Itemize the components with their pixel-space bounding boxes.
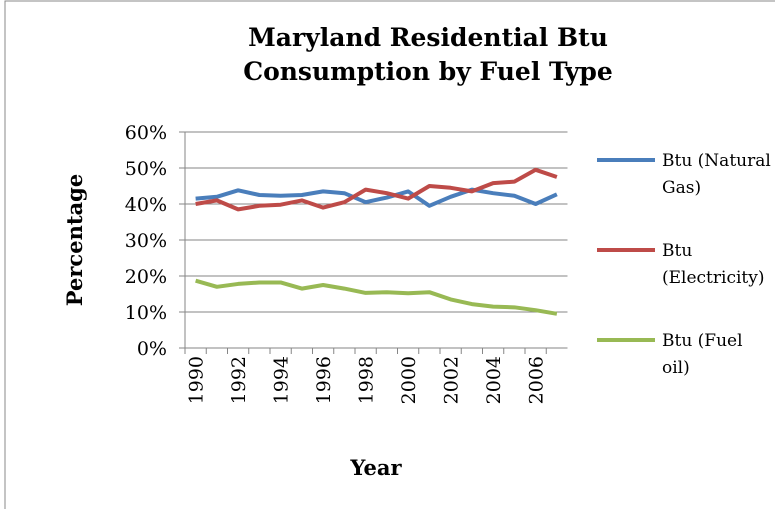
legend-label: Btu (Fuel oil) <box>662 331 743 378</box>
x-tick-label: 2002 <box>441 356 463 404</box>
x-tick-label: 1990 <box>186 356 208 404</box>
x-tick-label: 2006 <box>526 356 548 404</box>
y-tick-label: 50% <box>125 158 167 180</box>
x-tick-label: 2004 <box>483 356 505 404</box>
y-tick-label: 30% <box>125 230 167 252</box>
x-axis-label: Year <box>349 455 402 480</box>
x-tick-label: 2000 <box>398 356 420 404</box>
x-tick-label: 1996 <box>313 356 335 404</box>
y-tick-label: 0% <box>137 338 167 360</box>
y-tick-label: 60% <box>125 122 167 144</box>
chart-title: Maryland Residential Btu Consumption by F… <box>243 23 613 86</box>
y-axis-label: Percentage <box>62 174 87 306</box>
chart-border <box>4 0 775 509</box>
y-tick-label: 40% <box>125 194 167 216</box>
legend-label: Btu (Electricity) <box>662 241 764 288</box>
y-tick-label: 10% <box>125 302 167 324</box>
series-line <box>195 187 558 208</box>
y-tick-label: 20% <box>125 266 167 288</box>
x-tick-label: 1994 <box>271 356 293 404</box>
series-line <box>195 278 558 316</box>
x-tick-label: 1998 <box>356 356 378 404</box>
x-tick-label: 1992 <box>228 356 250 404</box>
legend-label: Btu (Natural Gas) <box>662 151 771 198</box>
series-line <box>195 167 558 212</box>
